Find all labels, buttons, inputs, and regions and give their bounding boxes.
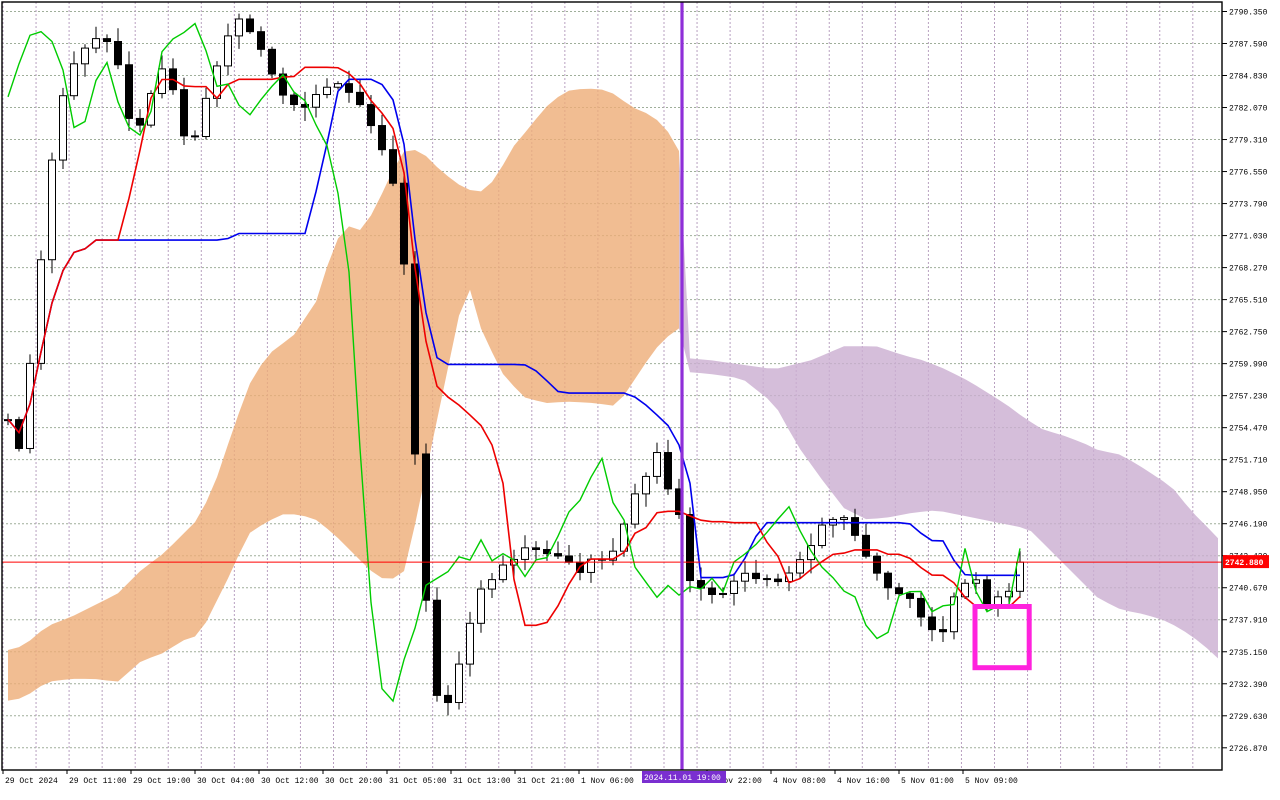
svg-text:30 Oct 20:00: 30 Oct 20:00 (325, 777, 383, 786)
svg-text:2779.310: 2779.310 (1229, 137, 1268, 146)
svg-text:2790.350: 2790.350 (1229, 8, 1268, 17)
svg-text:2762.750: 2762.750 (1229, 329, 1268, 338)
svg-text:2729.630: 2729.630 (1229, 713, 1268, 722)
svg-text:2732.390: 2732.390 (1229, 681, 1268, 690)
svg-text:30 Oct 04:00: 30 Oct 04:00 (197, 777, 255, 786)
svg-text:31 Oct 13:00: 31 Oct 13:00 (453, 777, 511, 786)
svg-text:2726.870: 2726.870 (1229, 745, 1268, 754)
svg-text:5 Nov 09:00: 5 Nov 09:00 (965, 777, 1018, 786)
svg-text:2757.230: 2757.230 (1229, 393, 1268, 402)
svg-text:2737.910: 2737.910 (1229, 617, 1268, 626)
svg-text:2773.790: 2773.790 (1229, 201, 1268, 210)
svg-text:2748.950: 2748.950 (1229, 489, 1268, 498)
svg-text:4 Nov 16:00: 4 Nov 16:00 (837, 777, 890, 786)
svg-text:4 Nov 08:00: 4 Nov 08:00 (773, 777, 826, 786)
svg-text:29 Oct 2024: 29 Oct 2024 (5, 777, 58, 786)
svg-text:30 Oct 12:00: 30 Oct 12:00 (261, 777, 319, 786)
svg-text:5 Nov 01:00: 5 Nov 01:00 (901, 777, 954, 786)
svg-text:2784.830: 2784.830 (1229, 73, 1268, 82)
svg-text:2787.590: 2787.590 (1229, 41, 1268, 50)
svg-text:2735.150: 2735.150 (1229, 649, 1268, 658)
svg-text:2768.270: 2768.270 (1229, 265, 1268, 274)
svg-text:2782.070: 2782.070 (1229, 105, 1268, 114)
svg-text:2024.11.01 19:00: 2024.11.01 19:00 (644, 774, 721, 783)
svg-text:29 Oct 11:00: 29 Oct 11:00 (69, 777, 127, 786)
svg-text:2759.990: 2759.990 (1229, 361, 1268, 370)
svg-text:2740.670: 2740.670 (1229, 585, 1268, 594)
svg-text:2746.190: 2746.190 (1229, 521, 1268, 530)
svg-text:2751.710: 2751.710 (1229, 457, 1268, 466)
svg-text:2742.880: 2742.880 (1225, 559, 1264, 568)
svg-text:2776.550: 2776.550 (1229, 169, 1268, 178)
svg-text:2771.030: 2771.030 (1229, 233, 1268, 242)
svg-text:1 Nov 06:00: 1 Nov 06:00 (581, 777, 634, 786)
svg-text:29 Oct 19:00: 29 Oct 19:00 (133, 777, 191, 786)
svg-text:2754.470: 2754.470 (1229, 425, 1268, 434)
svg-text:2765.510: 2765.510 (1229, 297, 1268, 306)
svg-text:31 Oct 21:00: 31 Oct 21:00 (517, 777, 575, 786)
svg-text:31 Oct 05:00: 31 Oct 05:00 (389, 777, 447, 786)
